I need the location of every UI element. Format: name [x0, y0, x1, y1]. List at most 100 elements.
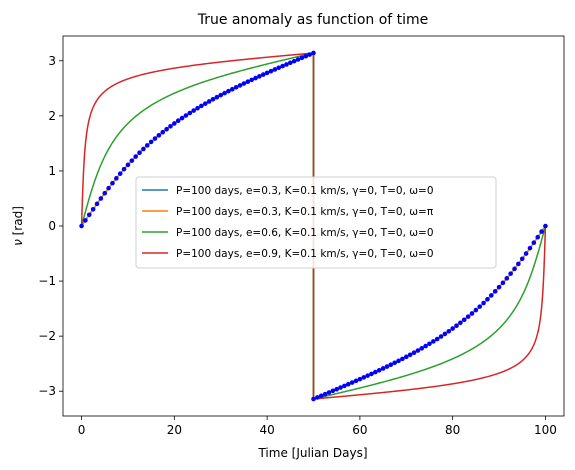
- legend-label: P=100 days, e=0.9, K=0.1 km/s, γ=0, T=0,…: [176, 248, 434, 260]
- data-point: [172, 121, 177, 126]
- data-point: [392, 360, 397, 366]
- data-point: [117, 171, 123, 176]
- data-point: [276, 65, 282, 71]
- x-tick-label: 20: [167, 423, 182, 437]
- data-point: [427, 341, 432, 347]
- data-point: [187, 110, 193, 116]
- data-point: [376, 368, 382, 373]
- data-point: [353, 378, 359, 384]
- data-point: [202, 101, 208, 106]
- data-point: [214, 94, 220, 100]
- data-point: [291, 58, 297, 64]
- data-point: [489, 293, 494, 298]
- x-tick-label: 40: [259, 423, 274, 437]
- data-point: [438, 334, 444, 339]
- data-point: [396, 358, 401, 364]
- data-point: [295, 57, 301, 62]
- data-point: [311, 396, 316, 402]
- data-point: [384, 364, 390, 369]
- data-point: [148, 139, 154, 145]
- data-point: [160, 129, 166, 135]
- legend-label: P=100 days, e=0.3, K=0.1 km/s, γ=0, T=0,…: [176, 206, 434, 218]
- x-axis-ticks: 0 20 40 60 80 100: [78, 416, 557, 437]
- data-point: [400, 356, 405, 362]
- data-point: [500, 280, 506, 286]
- data-point: [485, 296, 490, 302]
- data-point: [512, 266, 517, 272]
- data-point: [245, 79, 251, 84]
- data-point: [141, 146, 146, 152]
- data-point: [473, 307, 479, 313]
- data-point: [523, 251, 529, 256]
- y-axis-ticks: −3 −2 −1 0 1 2 3: [38, 54, 63, 398]
- data-point: [129, 158, 135, 163]
- data-point: [311, 50, 316, 56]
- data-point: [442, 331, 448, 337]
- data-point: [280, 63, 285, 69]
- data-point: [496, 284, 502, 290]
- data-point: [183, 113, 189, 118]
- data-point: [206, 99, 212, 104]
- data-point: [179, 115, 185, 121]
- legend-label: P=100 days, e=0.3, K=0.1 km/s, γ=0, T=0,…: [176, 185, 434, 197]
- data-point: [454, 323, 459, 329]
- data-point: [535, 234, 541, 240]
- data-point: [504, 276, 510, 281]
- data-point: [268, 68, 274, 74]
- data-point: [114, 176, 119, 181]
- data-point: [423, 343, 428, 349]
- data-point: [477, 304, 483, 309]
- data-point: [365, 373, 370, 378]
- y-axis-unit: [rad]: [11, 206, 25, 235]
- data-point: [458, 320, 463, 326]
- data-point: [469, 311, 475, 316]
- data-point: [272, 67, 278, 72]
- data-point: [241, 81, 247, 86]
- data-point: [83, 218, 88, 223]
- data-point: [338, 385, 343, 390]
- data-point: [144, 143, 150, 148]
- data-point: [326, 390, 332, 395]
- data-point: [446, 328, 452, 334]
- data-point: [226, 88, 231, 94]
- data-point: [106, 185, 111, 191]
- data-point: [199, 103, 204, 109]
- data-point: [450, 326, 455, 331]
- data-point: [98, 196, 104, 201]
- data-point: [481, 300, 486, 306]
- data-point: [94, 201, 100, 207]
- x-tick-label: 0: [78, 423, 86, 437]
- data-point: [121, 166, 127, 172]
- data-point: [345, 381, 351, 387]
- data-point: [465, 314, 471, 319]
- data-point: [233, 84, 239, 90]
- data-point: [461, 317, 467, 323]
- data-point: [191, 108, 196, 113]
- data-point: [434, 336, 440, 342]
- data-point: [349, 380, 355, 385]
- data-point: [90, 206, 96, 212]
- legend: P=100 days, e=0.3, K=0.1 km/s, γ=0, T=0,…: [135, 176, 497, 269]
- data-point: [492, 289, 498, 294]
- data-point: [388, 362, 394, 368]
- data-point: [222, 90, 227, 96]
- data-point: [125, 162, 131, 168]
- data-point: [411, 350, 417, 355]
- data-point: [110, 180, 115, 186]
- marker-layer: [79, 50, 548, 402]
- data-point: [361, 375, 367, 380]
- data-point: [264, 70, 270, 76]
- data-point: [419, 346, 425, 351]
- legend-box: [135, 176, 497, 269]
- data-point: [380, 366, 386, 371]
- data-point: [86, 212, 92, 218]
- y-tick-label: 0: [48, 219, 56, 233]
- y-tick-label: 1: [48, 164, 56, 178]
- data-point: [403, 354, 409, 360]
- x-axis-label: Time [Julian Days]: [257, 446, 367, 460]
- data-point: [195, 105, 200, 111]
- data-point: [133, 154, 138, 159]
- data-point: [519, 256, 525, 262]
- data-point: [137, 150, 142, 156]
